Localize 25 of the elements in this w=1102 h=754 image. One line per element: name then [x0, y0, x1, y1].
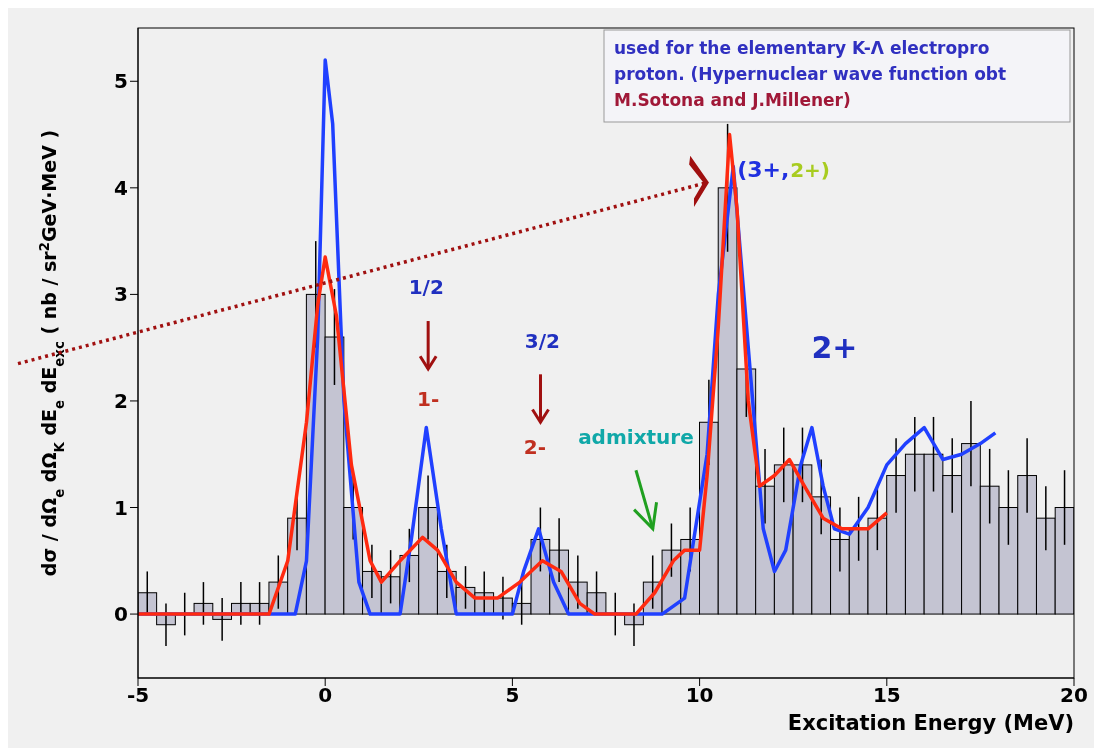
y-tick-label: 3 — [114, 282, 128, 307]
annotation: 3/2 — [524, 328, 560, 353]
y-tick-label: 5 — [114, 69, 128, 94]
y-tick-label: 4 — [114, 175, 128, 200]
annotation: 1/2 — [408, 275, 444, 300]
y-tick-label: 2 — [114, 389, 128, 414]
x-axis-title: Excitation Energy (MeV) — [787, 711, 1074, 735]
x-tick-label: 0 — [318, 683, 333, 708]
x-tick-label: 20 — [1060, 683, 1088, 708]
annotation: M.Sotona and J.Millener) — [614, 90, 851, 110]
annotation: admixture — [578, 424, 694, 449]
x-tick-label: 5 — [505, 683, 520, 708]
note-box: used for the elementary K-Λ electropro proton. (Hypernuclear wave function obt M.Sotona and J.Millener) — [603, 29, 1071, 123]
annotation: 1- — [417, 387, 440, 412]
x-tick-label: 10 — [685, 683, 714, 708]
annotation: proton. (Hypernuclear wave function obt — [614, 64, 1007, 84]
annotation: 2+ — [811, 330, 858, 366]
annotation: 2- — [523, 435, 546, 460]
y-tick-label: 1 — [114, 495, 128, 520]
annotation: 2+) — [790, 158, 830, 183]
x-tick-label: -5 — [126, 683, 150, 708]
annotation: (3+, — [737, 157, 790, 183]
y-tick-label: 0 — [114, 602, 128, 627]
annotation: used for the elementary K-Λ electropro — [614, 38, 990, 58]
x-tick-label: 15 — [872, 683, 901, 708]
